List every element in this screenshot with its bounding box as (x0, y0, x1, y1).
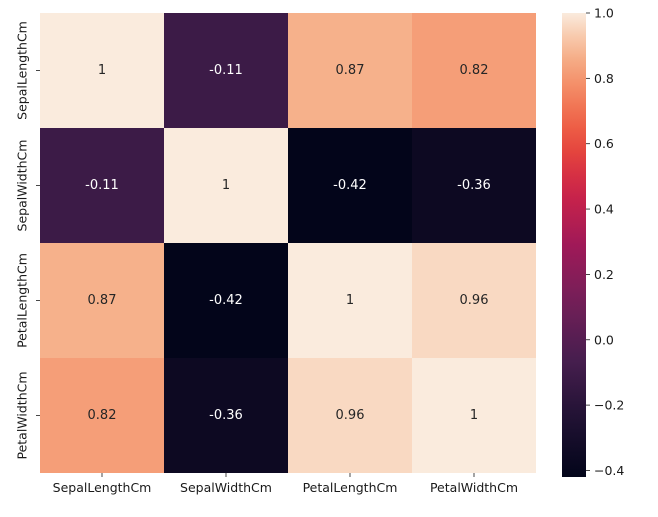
colorbar-tick-label: −0.2 (594, 398, 624, 413)
heatmap-cell (164, 13, 288, 128)
heatmap-cell (40, 13, 164, 128)
heatmap-cell (412, 13, 536, 128)
heatmap-cells (40, 13, 536, 473)
cell-annotations: 1 -0.11 0.87 0.82 -0.11 1 -0.42 -0.36 0.87 -0.42 1… (85, 63, 491, 423)
y-tick-label: PetalWidthCm (15, 371, 30, 459)
y-tick-label: SepalLengthCm (15, 21, 30, 120)
heatmap-cell (40, 128, 164, 243)
heatmap-cell (412, 128, 536, 243)
heatmap-cell (288, 358, 412, 473)
heatmap-cell (288, 243, 412, 358)
y-tick-label: PetalLengthCm (15, 253, 30, 348)
cell-annotation: -0.36 (457, 178, 491, 193)
cell-annotation: 0.87 (336, 63, 365, 78)
cell-annotation: 0.82 (88, 408, 117, 423)
colorbar-tick-label: −0.4 (594, 463, 624, 478)
heatmap-cell (164, 128, 288, 243)
colorbar-tick-label: 0.6 (594, 136, 614, 151)
heatmap-cell (40, 358, 164, 473)
x-tick-label: PetalWidthCm (430, 480, 518, 495)
cell-annotation: 1 (470, 408, 478, 423)
y-tick-label: SepalWidthCm (15, 140, 30, 232)
x-tick-label: PetalLengthCm (303, 480, 398, 495)
cell-annotation: 0.96 (336, 408, 365, 423)
cell-annotation: 0.82 (460, 63, 489, 78)
colorbar-tick-label: 0.2 (594, 267, 614, 282)
x-tick-label: SepalLengthCm (53, 480, 152, 495)
colorbar-tick-label: 0.8 (594, 71, 614, 86)
x-axis: SepalLengthCm SepalWidthCm PetalLengthCm Pe… (53, 473, 518, 495)
colorbar-tick-label: 1.0 (594, 6, 614, 21)
cell-annotation: 1 (346, 293, 354, 308)
cell-annotation: -0.42 (333, 178, 367, 193)
colorbar-tick-label: 0.4 (594, 202, 614, 217)
colorbar-gradient (562, 13, 586, 477)
heatmap-cell (164, 243, 288, 358)
cell-annotation: -0.11 (85, 178, 119, 193)
heatmap-cell (288, 128, 412, 243)
y-axis: SepalLengthCm SepalWidthCm PetalLengthCm Pe… (15, 21, 40, 460)
heatmap-cell (40, 243, 164, 358)
cell-annotation: 0.87 (88, 293, 117, 308)
colorbar: −0.4 −0.2 0.0 0.2 0.4 0.6 0.8 1.0 (562, 6, 624, 478)
heatmap-cell (164, 358, 288, 473)
heatmap-cell (412, 243, 536, 358)
cell-annotation: -0.11 (209, 63, 243, 78)
cell-annotation: 1 (222, 178, 230, 193)
x-tick-label: SepalWidthCm (180, 480, 272, 495)
cell-annotation: -0.42 (209, 293, 243, 308)
heatmap-cell (288, 13, 412, 128)
colorbar-tick-label: 0.0 (594, 332, 614, 347)
cell-annotation: 0.96 (460, 293, 489, 308)
cell-annotation: 1 (98, 63, 106, 78)
heatmap-cell (412, 358, 536, 473)
cell-annotation: -0.36 (209, 408, 243, 423)
